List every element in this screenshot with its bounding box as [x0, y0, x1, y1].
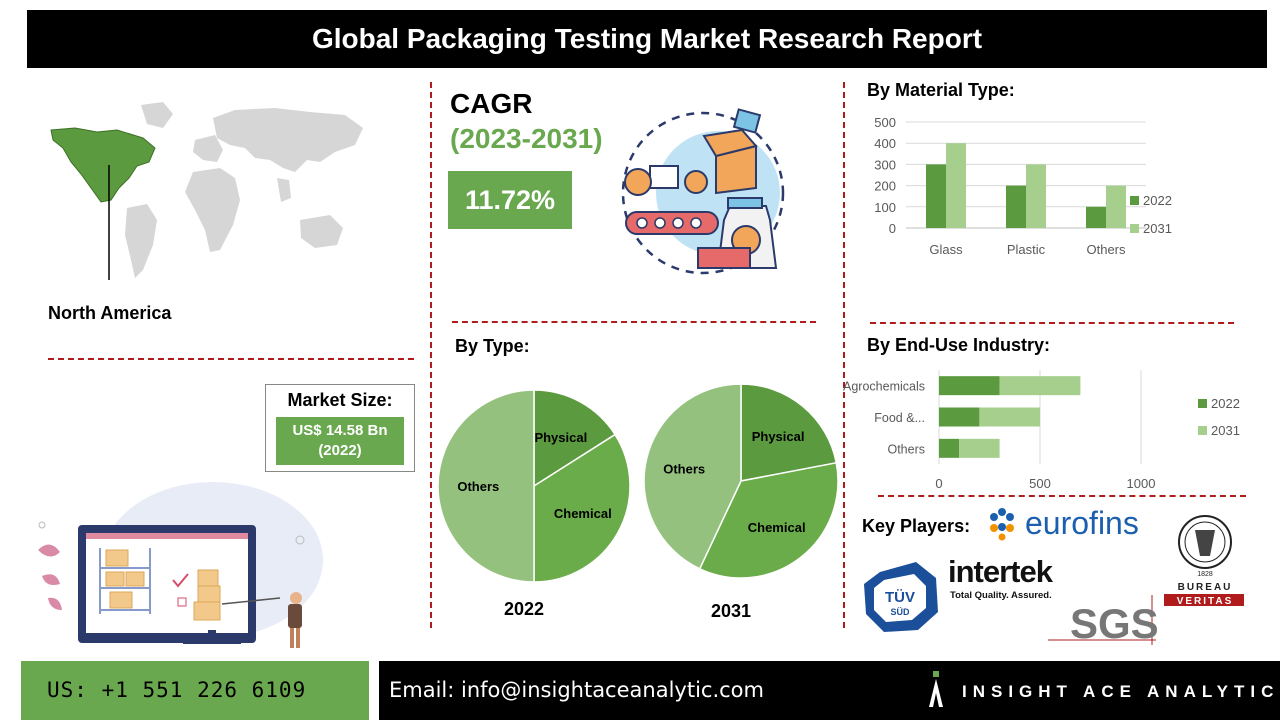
footer-email[interactable]: Email: info@insightaceanalytic.com — [389, 678, 764, 702]
insightace-logo-icon — [929, 671, 943, 707]
material-category-label: Plastic — [1007, 242, 1046, 257]
warehouse-computer-illustration — [38, 482, 323, 648]
pie-slice-label: Physical — [534, 430, 587, 445]
eurofins-logo: eurofins — [990, 505, 1139, 541]
type-pie-charts: Physical Chemical Others 2022 Physical Chemi… — [437, 385, 839, 621]
material-bar-2022 — [926, 164, 946, 228]
material-y-tick-label: 100 — [874, 200, 896, 215]
material-y-tick-label: 200 — [874, 179, 896, 194]
region-label: North America — [48, 303, 172, 323]
material-y-tick-label: 0 — [889, 221, 896, 236]
north-america-highlight — [50, 127, 156, 203]
world-map — [50, 102, 363, 280]
tuv-logo-text: TÜV — [885, 589, 915, 606]
divider-left — [430, 82, 432, 628]
material-category-label: Others — [1086, 242, 1126, 257]
market-size-value: US$ 14.58 Bn (2022) — [276, 417, 404, 465]
bureau-veritas-logo: 1828 BUREAU VERITAS — [1164, 515, 1244, 607]
material-y-tick-label: 500 — [874, 115, 896, 130]
intertek-tagline: Total Quality. Assured. — [950, 590, 1052, 601]
enduse-category-label: Others — [887, 442, 925, 456]
pie-slice-physical — [533, 389, 617, 488]
pie-slice-others — [643, 385, 742, 570]
material-chart-title: By Material Type: — [867, 80, 1015, 100]
enduse-legend-swatch — [1198, 426, 1207, 435]
enduse-x-tick-label: 1000 — [1127, 476, 1156, 491]
material-y-tick-label: 300 — [874, 157, 896, 172]
pie-slice-physical — [740, 385, 838, 482]
market-size-amount: US$ 14.58 Bn — [292, 422, 388, 439]
enduse-bar-2022 — [939, 376, 1000, 396]
enduse-x-tick-label: 0 — [935, 476, 942, 491]
pie-slice-label: Chemical — [748, 520, 806, 535]
material-category-label: Glass — [929, 242, 963, 257]
enduse-bar-2022 — [939, 407, 980, 427]
market-size-card: Market Size: US$ 14.58 Bn (2022) — [265, 384, 415, 472]
footer-email-bar: Email: info@insightaceanalytic.com INSIG… — [379, 661, 1280, 720]
divider-enduse — [878, 495, 1246, 497]
material-bar-chart: 500 400 300 200 100 0 Glass Plastic Others 2022… — [874, 115, 1172, 257]
enduse-bar-chart: 0 500 1000 Agrochemicals Food &... Others 20… — [843, 370, 1240, 491]
type-chart-title: By Type: — [455, 336, 530, 356]
cagr-value: 11.72% — [448, 171, 572, 229]
sgs-logo-text: SGS — [1070, 600, 1159, 647]
enduse-legend-swatch — [1198, 399, 1207, 408]
pie-slice-label: Chemical — [554, 506, 612, 521]
enduse-legend-label: 2022 — [1211, 396, 1240, 411]
material-legend-swatch — [1130, 224, 1139, 233]
divider-type — [452, 321, 816, 323]
market-size-year: (2022) — [318, 442, 362, 459]
footer-brand: INSIGHT ACE ANALYTIC — [962, 682, 1280, 701]
veritas-text: VERITAS — [1177, 596, 1234, 607]
pie-year-label: 2022 — [504, 599, 544, 619]
material-legend-swatch — [1130, 196, 1139, 205]
intertek-logo-text: intertek — [948, 554, 1054, 589]
enduse-x-tick-label: 500 — [1029, 476, 1051, 491]
footer-phone[interactable]: US: +1 551 226 6109 — [21, 661, 369, 720]
pie-slice-others — [437, 389, 535, 583]
sud-logo-text: SÜD — [890, 607, 910, 617]
enduse-bar-2022 — [939, 438, 960, 458]
bureau-text: BUREAU — [1178, 582, 1233, 593]
pie-year-label: 2031 — [711, 601, 751, 621]
packaging-process-icon — [621, 108, 785, 275]
market-size-title: Market Size: — [287, 390, 393, 410]
material-legend-label: 2022 — [1143, 193, 1172, 208]
material-bar-2022 — [1086, 206, 1106, 228]
material-bar-2031 — [1026, 164, 1046, 228]
enduse-bar-2031 — [959, 438, 1000, 458]
enduse-bar-2031 — [999, 376, 1081, 396]
intertek-logo: intertek Total Quality. Assured. — [948, 554, 1055, 601]
material-bar-2031 — [946, 143, 966, 228]
bureau-veritas-year: 1828 — [1197, 571, 1213, 578]
enduse-chart-title: By End-Use Industry: — [867, 335, 1051, 355]
tuv-sud-logo: TÜV SÜD — [864, 562, 938, 632]
pie-slice-label: Others — [663, 461, 705, 476]
pie-slice-label: Others — [457, 479, 499, 494]
divider-region — [48, 358, 414, 360]
eurofins-logo-text: eurofins — [1025, 505, 1139, 541]
enduse-bar-2031 — [979, 407, 1040, 427]
page-title: Global Packaging Testing Market Research… — [27, 10, 1267, 68]
enduse-category-label: Food &... — [874, 411, 925, 425]
cagr-period: (2023-2031) — [450, 123, 603, 154]
key-player-logos: eurofins intertek Total Quality. Assured… — [864, 505, 1244, 647]
material-bar-2022 — [1006, 185, 1026, 228]
pie-slice-chemical — [533, 433, 631, 583]
pie-slice-chemical — [698, 461, 839, 579]
enduse-category-label: Agrochemicals — [843, 380, 925, 394]
pie-slice-label: Physical — [752, 429, 805, 444]
material-bar-2031 — [1106, 185, 1126, 228]
divider-material — [870, 322, 1234, 324]
divider-right — [843, 82, 845, 628]
material-legend-label: 2031 — [1143, 221, 1172, 236]
cagr-title: CAGR — [450, 88, 533, 119]
key-players-title: Key Players: — [862, 516, 971, 536]
material-y-tick-label: 400 — [874, 136, 896, 151]
enduse-legend-label: 2031 — [1211, 423, 1240, 438]
sgs-logo: SGS — [1048, 595, 1159, 647]
